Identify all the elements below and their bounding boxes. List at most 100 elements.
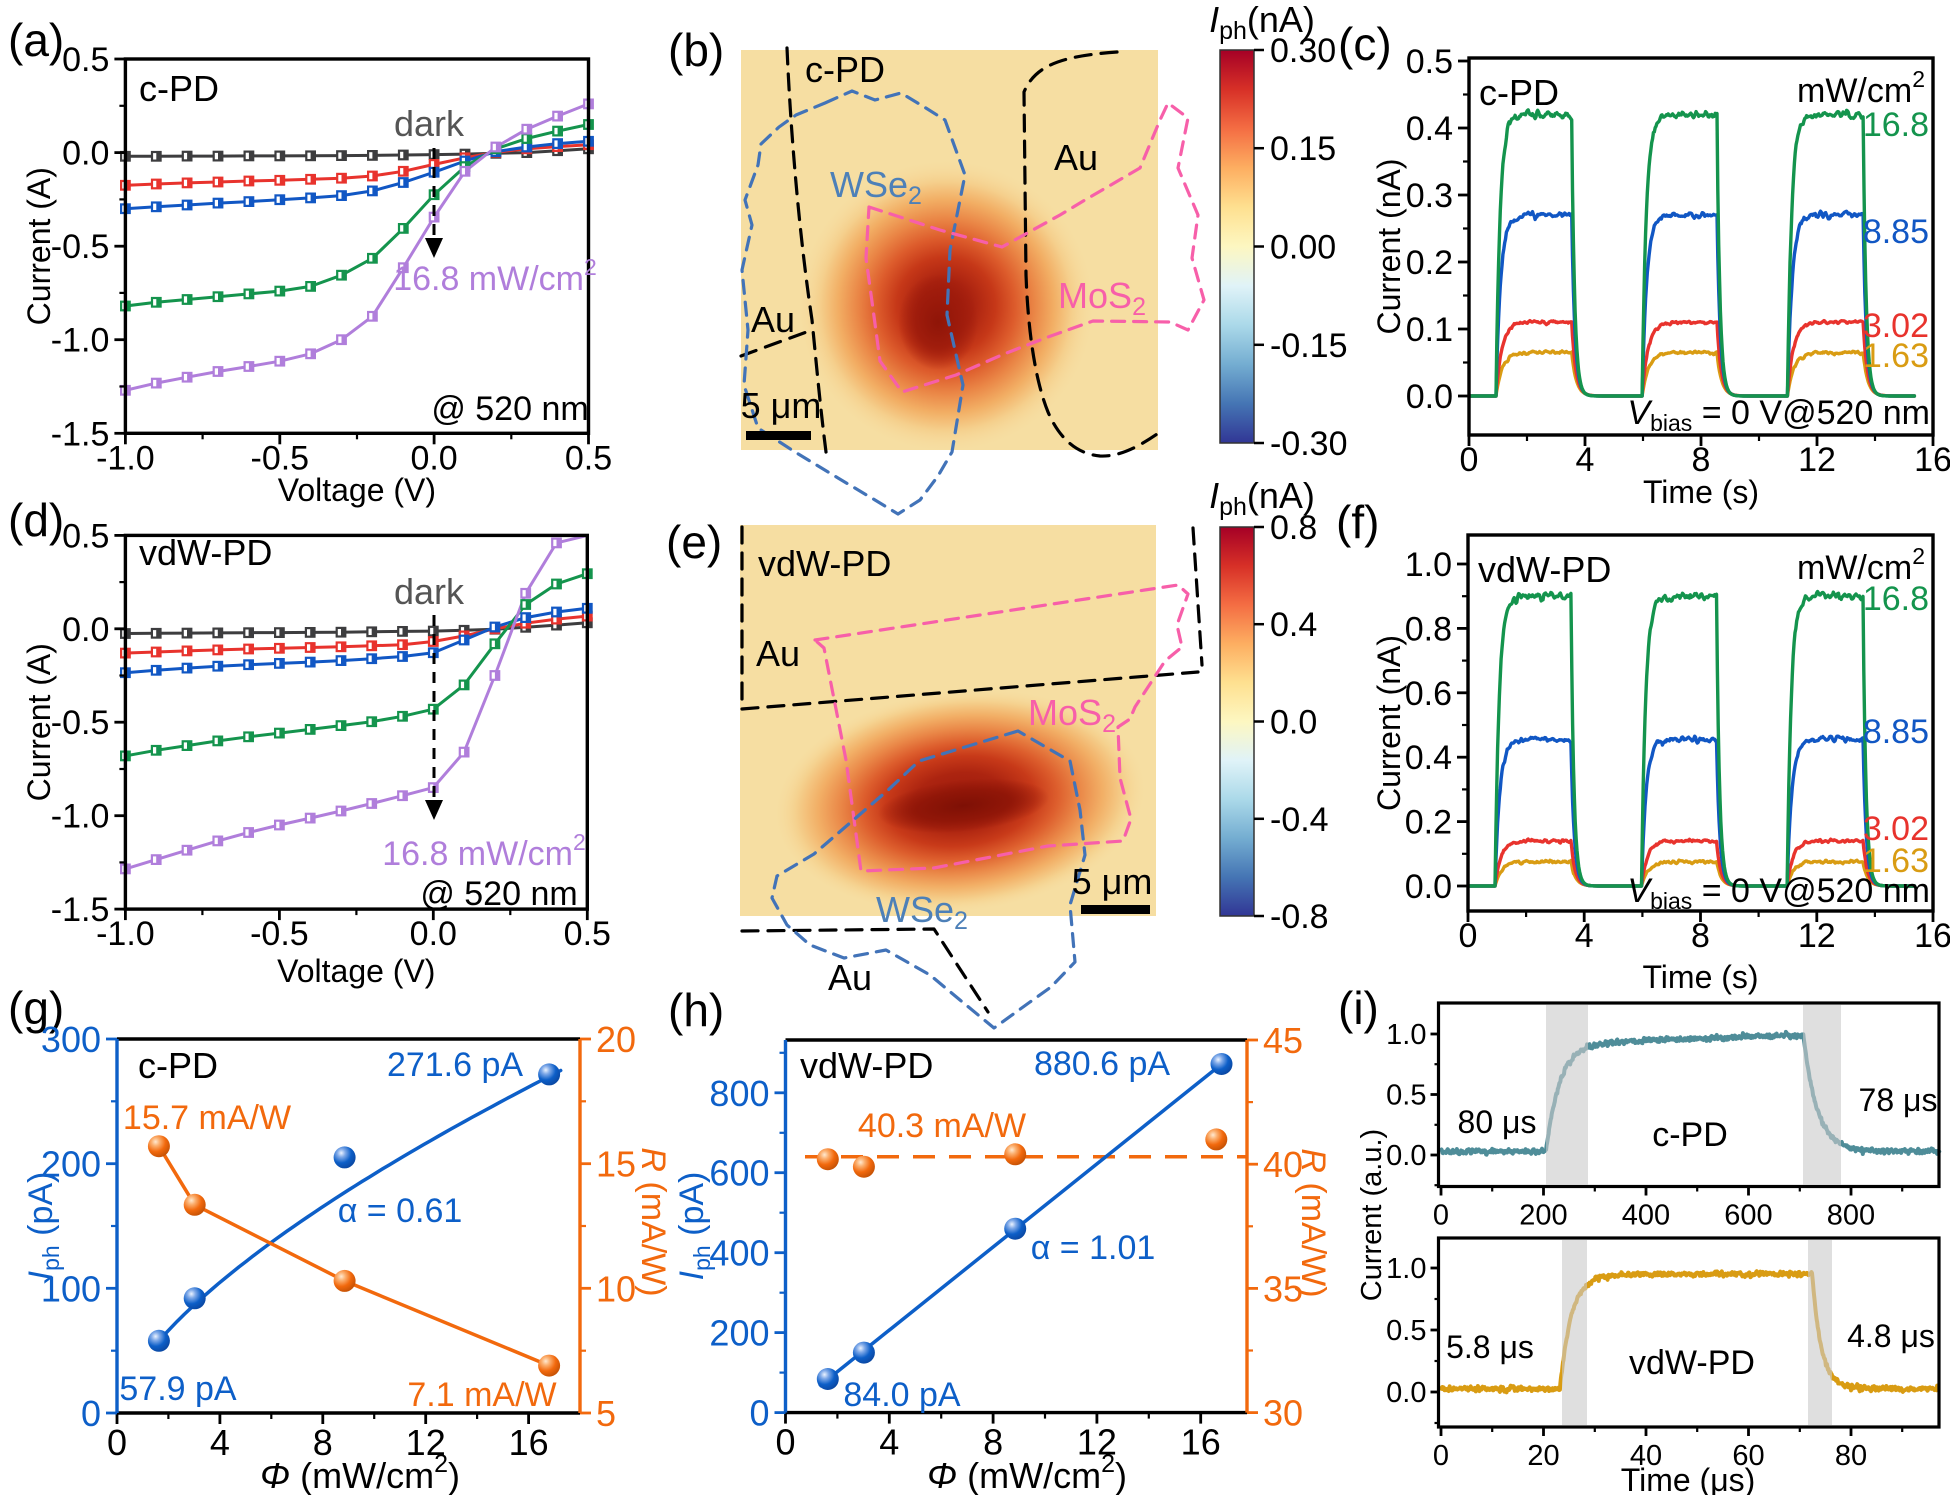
svg-text:12: 12 bbox=[1798, 917, 1836, 955]
svg-text:MoS2: MoS2 bbox=[1058, 275, 1146, 321]
svg-text:1.0: 1.0 bbox=[1386, 1019, 1426, 1051]
svg-text:1.0: 1.0 bbox=[1405, 546, 1452, 584]
svg-text:Iph(nA): Iph(nA) bbox=[1209, 0, 1315, 45]
svg-text:Iph(nA): Iph(nA) bbox=[1209, 475, 1315, 521]
svg-text:-1.0: -1.0 bbox=[51, 322, 110, 360]
svg-text:WSe2: WSe2 bbox=[876, 889, 968, 935]
svg-text:7.1 mA/W: 7.1 mA/W bbox=[407, 1376, 556, 1414]
svg-text:16: 16 bbox=[509, 1422, 549, 1463]
svg-text:0.00: 0.00 bbox=[1270, 229, 1336, 267]
svg-text:5: 5 bbox=[596, 1393, 616, 1434]
svg-text:200: 200 bbox=[709, 1313, 769, 1354]
svg-text:dark: dark bbox=[394, 103, 465, 144]
svg-text:0.0: 0.0 bbox=[1405, 868, 1452, 906]
svg-text:α = 0.61: α = 0.61 bbox=[338, 1192, 463, 1230]
svg-text:c-PD: c-PD bbox=[1479, 72, 1559, 113]
svg-text:(i): (i) bbox=[1338, 982, 1379, 1034]
svg-text:0.4: 0.4 bbox=[1405, 739, 1452, 777]
svg-text:4.8 μs: 4.8 μs bbox=[1847, 1318, 1935, 1354]
svg-text:Time (s): Time (s) bbox=[1643, 474, 1759, 510]
svg-text:(b): (b) bbox=[668, 24, 724, 76]
svg-text:100: 100 bbox=[41, 1268, 101, 1309]
svg-text:800: 800 bbox=[1827, 1200, 1875, 1232]
svg-text:Iph (pA): Iph (pA) bbox=[22, 1172, 64, 1281]
svg-text:40.3 mA/W: 40.3 mA/W bbox=[858, 1107, 1026, 1145]
svg-text:Vbias = 0 V@520 nm: Vbias = 0 V@520 nm bbox=[1627, 394, 1930, 436]
svg-text:@ 520 nm: @ 520 nm bbox=[420, 875, 577, 913]
svg-text:600: 600 bbox=[1724, 1200, 1772, 1232]
svg-text:Vbias = 0 V@520 nm: Vbias = 0 V@520 nm bbox=[1627, 872, 1930, 914]
svg-text:α = 1.01: α = 1.01 bbox=[1031, 1229, 1156, 1267]
svg-text:Current (A): Current (A) bbox=[21, 643, 57, 801]
svg-text:0.8: 0.8 bbox=[1270, 509, 1317, 547]
svg-text:-0.5: -0.5 bbox=[251, 439, 310, 477]
svg-text:@ 520 nm: @ 520 nm bbox=[431, 390, 588, 428]
svg-text:0.5: 0.5 bbox=[1386, 1315, 1426, 1347]
svg-text:mW/cm2: mW/cm2 bbox=[1797, 543, 1925, 587]
svg-text:vdW-PD: vdW-PD bbox=[800, 1045, 933, 1086]
svg-text:-1.5: -1.5 bbox=[51, 891, 110, 929]
svg-text:-0.5: -0.5 bbox=[250, 915, 309, 953]
svg-text:12: 12 bbox=[406, 1422, 446, 1463]
svg-text:8.85: 8.85 bbox=[1863, 713, 1929, 751]
svg-text:-0.4: -0.4 bbox=[1270, 801, 1329, 839]
svg-text:400: 400 bbox=[1622, 1200, 1670, 1232]
svg-text:16.8 mW/cm2: 16.8 mW/cm2 bbox=[382, 829, 586, 873]
svg-text:0: 0 bbox=[1433, 1440, 1449, 1472]
svg-text:c-PD: c-PD bbox=[1652, 1116, 1728, 1154]
svg-text:vdW-PD: vdW-PD bbox=[1478, 549, 1611, 590]
svg-text:c-PD: c-PD bbox=[805, 49, 885, 90]
svg-text:0.0: 0.0 bbox=[1386, 1140, 1426, 1172]
svg-text:0.0: 0.0 bbox=[410, 915, 457, 953]
svg-text:0.2: 0.2 bbox=[1405, 804, 1452, 842]
svg-text:800: 800 bbox=[709, 1073, 769, 1114]
svg-text:(f): (f) bbox=[1336, 496, 1379, 548]
svg-text:0: 0 bbox=[81, 1393, 101, 1434]
svg-text:10: 10 bbox=[596, 1268, 636, 1309]
svg-text:4: 4 bbox=[210, 1422, 230, 1463]
svg-text:Current (A): Current (A) bbox=[21, 167, 57, 325]
svg-text:0.0: 0.0 bbox=[1406, 378, 1453, 416]
svg-text:8.85: 8.85 bbox=[1863, 213, 1929, 251]
svg-text:200: 200 bbox=[41, 1144, 101, 1185]
svg-text:16: 16 bbox=[1914, 441, 1950, 479]
svg-text:Voltage (V): Voltage (V) bbox=[277, 953, 435, 989]
svg-text:-0.5: -0.5 bbox=[51, 704, 110, 742]
svg-text:MoS2: MoS2 bbox=[1028, 692, 1116, 738]
svg-text:Iph (pA): Iph (pA) bbox=[673, 1172, 715, 1281]
svg-text:4: 4 bbox=[879, 1422, 899, 1463]
svg-text:0.6: 0.6 bbox=[1405, 675, 1452, 713]
svg-text:0.15: 0.15 bbox=[1270, 130, 1336, 168]
svg-text:0.0: 0.0 bbox=[1270, 704, 1317, 742]
svg-text:30: 30 bbox=[1263, 1393, 1303, 1434]
svg-text:-1.0: -1.0 bbox=[96, 439, 155, 477]
svg-text:0: 0 bbox=[749, 1393, 769, 1434]
svg-text:12: 12 bbox=[1798, 441, 1836, 479]
svg-text:0.0: 0.0 bbox=[62, 611, 109, 649]
svg-text:0.5: 0.5 bbox=[1386, 1080, 1426, 1112]
svg-text:16: 16 bbox=[1914, 917, 1950, 955]
svg-text:Φ (mW/cm2): Φ (mW/cm2) bbox=[927, 1450, 1127, 1495]
svg-text:84.0 pA: 84.0 pA bbox=[843, 1376, 961, 1414]
svg-text:Current (a.u.): Current (a.u.) bbox=[1356, 1129, 1388, 1301]
svg-text:0: 0 bbox=[775, 1422, 795, 1463]
svg-text:35: 35 bbox=[1263, 1268, 1303, 1309]
svg-text:271.6 pA: 271.6 pA bbox=[387, 1046, 523, 1084]
svg-text:0.2: 0.2 bbox=[1406, 244, 1453, 282]
svg-text:0.5: 0.5 bbox=[1406, 43, 1453, 81]
svg-text:0.5: 0.5 bbox=[564, 915, 611, 953]
svg-text:(e): (e) bbox=[666, 516, 722, 568]
svg-text:4: 4 bbox=[1576, 441, 1595, 479]
svg-text:0.30: 0.30 bbox=[1270, 32, 1336, 70]
svg-text:Current (nA): Current (nA) bbox=[1371, 635, 1407, 811]
svg-text:Au: Au bbox=[1054, 137, 1098, 178]
svg-text:15.7 mA/W: 15.7 mA/W bbox=[123, 1099, 291, 1137]
svg-text:20: 20 bbox=[596, 1019, 636, 1060]
svg-text:3.02: 3.02 bbox=[1863, 307, 1929, 345]
svg-text:vdW-PD: vdW-PD bbox=[1629, 1344, 1755, 1382]
svg-text:12: 12 bbox=[1077, 1422, 1117, 1463]
svg-text:-0.5: -0.5 bbox=[51, 228, 110, 266]
svg-text:Time (μs): Time (μs) bbox=[1621, 1462, 1756, 1495]
svg-text:(c): (c) bbox=[1338, 18, 1392, 70]
svg-text:0.0: 0.0 bbox=[1386, 1377, 1426, 1409]
